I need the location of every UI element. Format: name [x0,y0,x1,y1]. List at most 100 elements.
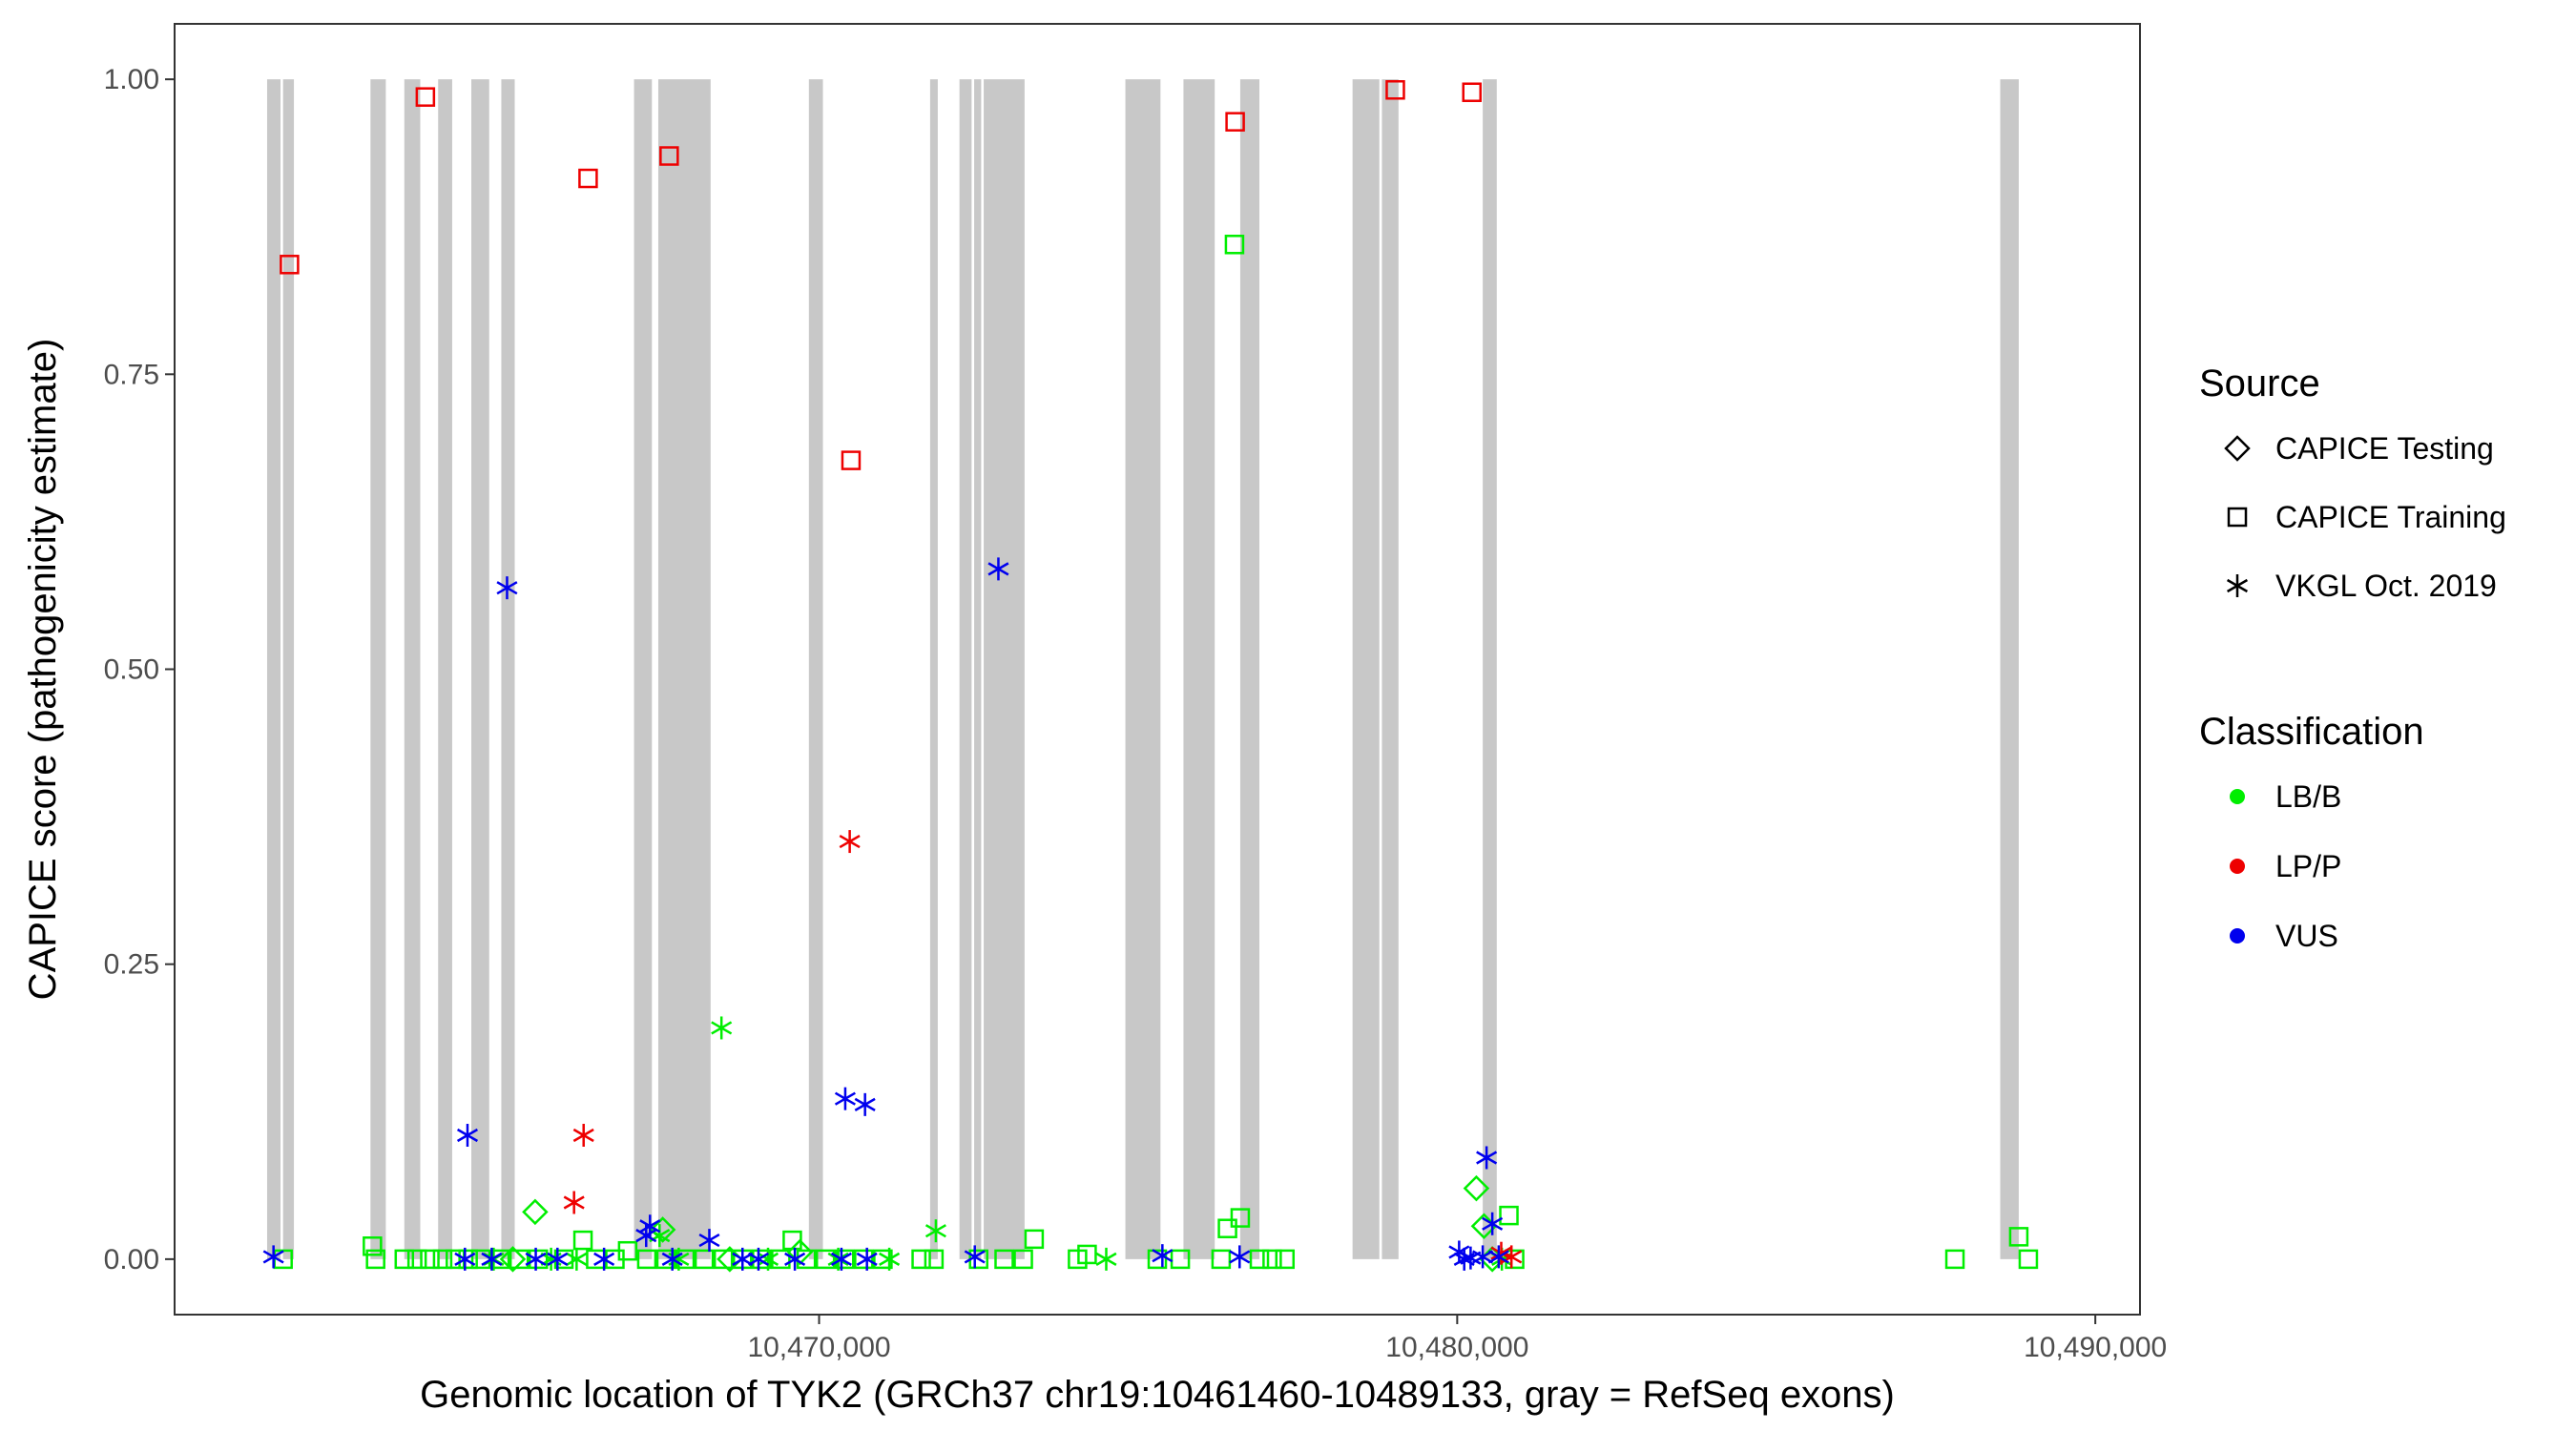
square-marker [659,146,679,166]
data-point [572,1124,594,1148]
data-point [617,1240,638,1261]
square-marker [1230,1208,1251,1228]
legend-class-label: VUS [2275,919,2338,953]
asterisk-stroke [1095,1252,1117,1266]
data-point [784,1247,806,1271]
data-point [1211,1249,1232,1270]
square-marker [854,1249,874,1270]
legend: Source Classification CAPICE Testing CAPI… [2199,363,2506,953]
exon-band [1239,79,1260,1259]
asterisk-stroke [1487,1250,1509,1264]
x-tick-label: 10,490,000 [2024,1332,2167,1363]
data-point [924,1249,945,1270]
data-point [1147,1249,1168,1270]
diamond-marker [2224,435,2251,462]
asterisk-stroke [964,1250,986,1264]
square-marker [2018,1249,2039,1270]
data-point [481,1247,503,1271]
square-marker [394,1249,415,1270]
diamond-marker [499,1246,527,1273]
data-point [522,1198,549,1226]
square-marker [1944,1249,1965,1270]
square-marker [694,1249,715,1270]
exon-band [404,79,421,1259]
exon-band [266,79,281,1259]
legend-source-label: CAPICE Training [2275,500,2506,534]
data-point [854,1249,874,1270]
data-point [1095,1247,1117,1271]
data-point [747,1247,769,1271]
exon-band [929,79,938,1259]
square-marker [1385,80,1405,100]
data-point [509,1249,530,1270]
square-marker [1013,1249,1033,1270]
data-point [1249,1249,1270,1270]
square-marker [841,450,862,470]
square-marker [1147,1249,1168,1270]
asterisk-stroke [698,1234,720,1248]
exon-band [1125,79,1161,1259]
asterisk-stroke [924,1224,946,1238]
data-point [711,1016,733,1040]
data-point [1487,1245,1509,1269]
asterisk-stroke [639,1219,661,1234]
asterisk-stroke [1490,1246,1512,1260]
exon-band [438,79,452,1259]
asterisk-stroke [757,1252,779,1266]
data-point [1230,1208,1251,1228]
asterisk-stroke [456,1128,479,1143]
square-marker [815,1249,836,1270]
data-point [911,1249,931,1270]
asterisk-stroke [2226,578,2249,593]
data-point [757,1247,779,1271]
asterisk-stroke [839,834,861,849]
asterisk-stroke [1229,1250,1251,1264]
data-point [1229,1245,1251,1269]
asterisk-stroke [566,1252,588,1266]
exon-band [1352,79,1380,1259]
legend-source-key [2224,435,2251,462]
exon-band [1381,79,1399,1259]
y-axis-title: CAPICE score (pathogenicity estimate) [22,339,64,1001]
exon-band [370,79,386,1259]
square-marker [458,1249,478,1270]
data-point [578,168,598,189]
legend-source-key [2227,507,2248,528]
asterisk-stroke [830,1252,852,1266]
square-marker [1462,82,1482,102]
data-point [834,1087,856,1110]
asterisk-stroke [747,1252,769,1266]
exon-band [959,79,972,1259]
data-point [499,1246,527,1273]
data-point [635,1224,657,1248]
data-point [1462,82,1482,102]
exon-band [1483,79,1497,1259]
data-point [839,830,861,854]
square-marker [1499,1205,1519,1226]
exon-band [984,79,1025,1259]
square-marker [1217,1218,1237,1238]
asterisk-stroke [635,1229,657,1243]
data-point [830,1247,852,1271]
data-point [280,255,300,275]
data-point [841,450,862,470]
square-marker [713,1249,734,1270]
x-axis: 10,470,000 10,480,000 10,490,000 [747,1315,2167,1363]
data-point [649,1216,676,1243]
data-point [454,1247,476,1271]
square-marker [2008,1227,2029,1247]
data-point [572,1230,593,1251]
asterisk-stroke [784,1252,806,1266]
data-point [1224,235,1245,255]
legend-source-label: VKGL Oct. 2019 [2275,569,2497,603]
data-point [994,1249,1014,1270]
data-point [262,1245,284,1269]
data-point [854,1092,876,1116]
exon-band [471,79,489,1259]
data-point [659,146,679,166]
square-marker [911,1249,931,1270]
data-point [525,1247,547,1271]
asterisk-stroke [496,581,518,595]
